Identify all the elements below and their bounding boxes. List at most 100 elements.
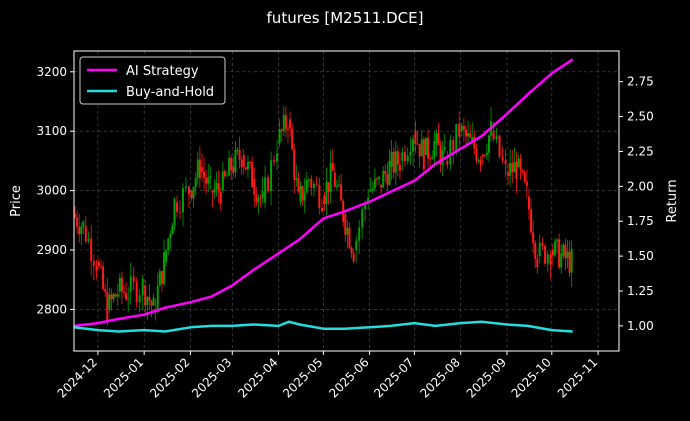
- candle-body: [568, 251, 571, 273]
- candle-body: [95, 266, 98, 272]
- legend: AI Strategy Buy-and-Hold: [79, 56, 226, 105]
- candle-body: [211, 190, 214, 193]
- candle-body: [479, 160, 482, 165]
- candle-body: [150, 301, 153, 306]
- candle-body: [146, 296, 149, 306]
- candle-body: [460, 125, 463, 132]
- legend-label-buy-and-hold: Buy-and-Hold: [126, 85, 214, 100]
- candle-body: [305, 180, 308, 193]
- candle-body: [549, 254, 552, 265]
- return-series: [73, 58, 574, 333]
- candle-body: [335, 185, 338, 187]
- right-y-tick-label: 2.75: [627, 75, 654, 89]
- chart-title: futures [M2511.DCE]: [267, 9, 424, 27]
- candle-body: [495, 135, 498, 140]
- candle-body: [420, 139, 423, 157]
- candle-body: [464, 129, 467, 137]
- candle-body: [462, 125, 465, 130]
- candle-body: [406, 155, 409, 162]
- candle-body: [160, 271, 163, 284]
- candle-body: [223, 171, 226, 176]
- candle-body: [84, 226, 87, 242]
- candle-body: [138, 295, 141, 303]
- candle-body: [467, 133, 470, 137]
- candle-body: [329, 162, 332, 193]
- candle-body: [104, 289, 107, 292]
- candle-body: [333, 172, 336, 187]
- candle-body: [511, 162, 514, 173]
- candle-body: [560, 253, 563, 268]
- candle-body: [127, 298, 130, 300]
- candle-body: [558, 239, 561, 268]
- series-line-ai-strategy: [73, 58, 574, 328]
- candle-body: [270, 160, 273, 192]
- candle-body: [273, 160, 276, 162]
- candle-body: [323, 196, 326, 205]
- candle-body: [190, 190, 193, 199]
- candle-body: [509, 162, 512, 176]
- candle-body: [108, 294, 111, 310]
- candle-body: [289, 119, 292, 129]
- candle-body: [102, 266, 105, 290]
- candle-body: [473, 136, 476, 149]
- candle-body: [226, 175, 229, 177]
- candle-body: [82, 221, 85, 227]
- candle-body: [238, 149, 241, 160]
- candle-body: [200, 166, 203, 172]
- candle-body: [315, 183, 318, 185]
- candle-body: [350, 247, 353, 254]
- legend-label-ai-strategy: AI Strategy: [126, 64, 199, 79]
- candle-body: [255, 194, 258, 203]
- candle-body: [435, 133, 438, 144]
- candle-body: [198, 159, 201, 179]
- candle-body: [546, 254, 549, 264]
- right-y-tick-label: 1.75: [627, 214, 654, 228]
- candle-body: [141, 278, 144, 296]
- candle-body: [286, 128, 289, 131]
- candle-body: [412, 138, 415, 152]
- candle-body: [246, 162, 249, 170]
- candle-body: [382, 170, 385, 188]
- right-y-tick-label: 2.00: [627, 179, 654, 193]
- candle-body: [523, 172, 526, 182]
- candle-body: [74, 214, 77, 218]
- right-y-axis-ticks: 1.00 1.25 1.50 1.75 2.00 2.25 2.50 2.75: [619, 75, 654, 333]
- candle-body: [234, 149, 237, 173]
- candle-body: [433, 141, 436, 158]
- candle-body: [327, 181, 330, 193]
- candle-body: [217, 183, 220, 193]
- candle-body: [318, 184, 321, 208]
- candle-body: [483, 154, 486, 156]
- candle-body: [158, 271, 161, 286]
- candle-body: [344, 214, 347, 235]
- candle-body: [253, 178, 256, 195]
- candle-body: [401, 152, 404, 161]
- candle-body: [429, 158, 432, 160]
- candle-body: [264, 177, 267, 203]
- candle-body: [236, 149, 239, 151]
- candle-body: [485, 152, 488, 156]
- candle-body: [340, 184, 343, 201]
- right-y-tick-label: 1.25: [627, 284, 654, 298]
- candle-body: [213, 188, 216, 193]
- candle-body: [424, 137, 427, 155]
- candle-body: [441, 149, 444, 165]
- candle-body: [194, 178, 197, 187]
- series-line-buy-and-hold: [73, 320, 573, 333]
- candle-body: [331, 162, 334, 171]
- candle-body: [251, 162, 254, 187]
- candle-body: [443, 146, 446, 150]
- candle-body: [280, 129, 283, 132]
- right-y-tick-label: 1.50: [627, 249, 654, 263]
- candle-body: [169, 234, 172, 239]
- candle-body: [373, 178, 376, 189]
- candle-body: [148, 296, 151, 302]
- candle-body: [501, 156, 504, 161]
- candle-body: [129, 276, 132, 292]
- candle-body: [384, 170, 387, 175]
- candle-body: [513, 161, 516, 173]
- candle-body: [249, 162, 252, 164]
- candle-body: [477, 160, 480, 162]
- candle-body: [570, 249, 573, 273]
- candle-body: [76, 217, 79, 227]
